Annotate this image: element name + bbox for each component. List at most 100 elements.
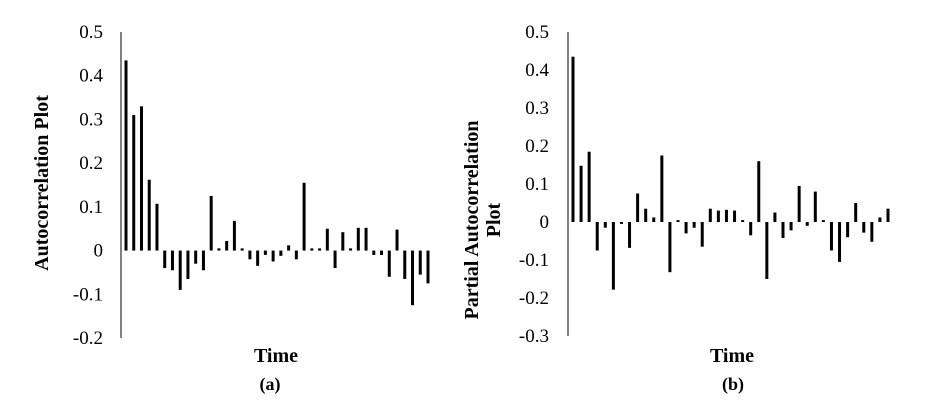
y-tick-labels: 0.5 0.4 0.3 0.2 0.1 0 -0.1 -0.2 xyxy=(73,22,104,349)
bar xyxy=(813,191,817,222)
bar xyxy=(403,250,407,279)
bar xyxy=(232,220,236,251)
bar xyxy=(209,195,213,251)
bar xyxy=(186,250,190,279)
bar xyxy=(749,222,753,236)
bar xyxy=(349,248,353,251)
bar xyxy=(741,220,745,222)
x-axis-title: Time xyxy=(710,345,754,367)
bar xyxy=(271,250,275,262)
bar xyxy=(676,220,680,222)
bar xyxy=(256,250,260,266)
y-tick-label: 0.2 xyxy=(525,136,549,157)
bar xyxy=(372,250,376,255)
bar xyxy=(310,248,314,251)
bar xyxy=(302,182,306,251)
chart-caption: (a) xyxy=(260,374,281,395)
bar xyxy=(716,210,720,222)
y-tick-label: 0.5 xyxy=(525,22,549,43)
y-tick-label: 0.2 xyxy=(79,153,103,174)
bar xyxy=(387,250,391,277)
bar xyxy=(178,250,182,290)
bar xyxy=(854,203,858,222)
bar xyxy=(660,155,664,222)
bar xyxy=(294,250,298,260)
bar xyxy=(668,222,672,273)
bar xyxy=(147,179,151,251)
y-tick-label: 0.4 xyxy=(525,60,549,81)
bar xyxy=(628,222,632,248)
y-axis-title-line-1: Partial Autocorrelation xyxy=(461,120,483,319)
bar xyxy=(587,151,591,222)
bar xyxy=(170,250,174,271)
bar xyxy=(132,115,136,251)
bar xyxy=(700,222,704,247)
y-axis-title: Partial Autocorrelation Plot xyxy=(461,120,505,319)
bar xyxy=(797,185,801,222)
bar xyxy=(380,250,384,255)
y-axis-title: Autocorrelation Plot xyxy=(31,95,53,271)
bar xyxy=(878,217,882,222)
y-tick-label: 0 xyxy=(94,241,104,262)
y-tick-label: -0.2 xyxy=(519,288,549,309)
bar xyxy=(886,208,890,222)
bar xyxy=(805,222,809,226)
bar xyxy=(139,106,143,251)
bars xyxy=(124,60,430,306)
bar xyxy=(225,240,229,251)
y-tick-label: -0.1 xyxy=(519,250,549,271)
bar xyxy=(789,222,793,231)
bar xyxy=(846,222,850,238)
partial-autocorrelation-chart: 0.5 0.4 0.3 0.2 0.1 0 -0.1 -0.2 -0.3 Partial Aut… xyxy=(461,22,890,395)
bar xyxy=(356,227,360,251)
bar xyxy=(829,222,833,251)
bar xyxy=(708,208,712,222)
y-tick-label: 0.3 xyxy=(79,109,103,130)
bar xyxy=(724,209,728,222)
bar xyxy=(217,248,221,251)
y-tick-label: 0.5 xyxy=(79,22,103,43)
bar xyxy=(733,210,737,222)
bars xyxy=(571,56,890,290)
bar xyxy=(279,250,283,256)
bar xyxy=(773,212,777,222)
bar xyxy=(395,229,399,251)
bar xyxy=(333,250,337,269)
y-tick-label: 0.3 xyxy=(525,98,549,119)
bar xyxy=(263,250,267,255)
bar xyxy=(287,245,291,251)
bar xyxy=(364,227,368,251)
bar xyxy=(644,208,648,222)
bar xyxy=(781,222,785,238)
bar xyxy=(201,250,205,271)
bar xyxy=(411,250,415,306)
y-tick-label: -0.1 xyxy=(73,284,103,305)
bar xyxy=(194,250,198,264)
x-axis-title: Time xyxy=(254,345,298,367)
bar xyxy=(163,250,167,269)
y-tick-label: -0.2 xyxy=(73,328,103,349)
bar xyxy=(603,222,607,228)
bar xyxy=(248,250,252,260)
bar xyxy=(862,222,866,233)
y-axis-title-line-2: Plot xyxy=(483,202,505,237)
bar xyxy=(611,222,615,290)
bar xyxy=(765,222,769,279)
bar xyxy=(240,248,244,251)
y-tick-label: 0.4 xyxy=(79,66,103,87)
bar xyxy=(341,232,345,251)
y-tick-label: 0.1 xyxy=(79,197,103,218)
bar xyxy=(870,222,874,242)
bar xyxy=(325,228,329,251)
bar xyxy=(757,161,761,222)
bar xyxy=(636,193,640,222)
y-tick-labels: 0.5 0.4 0.3 0.2 0.1 0 -0.1 -0.2 -0.3 xyxy=(519,22,550,347)
bar xyxy=(821,220,825,222)
autocorrelation-chart: 0.5 0.4 0.3 0.2 0.1 0 -0.1 -0.2 Autocorrelation… xyxy=(31,22,430,395)
bar xyxy=(418,250,422,275)
y-tick-label: 0 xyxy=(540,212,550,233)
bar xyxy=(579,165,583,222)
bar xyxy=(595,222,599,251)
bar xyxy=(684,222,688,234)
